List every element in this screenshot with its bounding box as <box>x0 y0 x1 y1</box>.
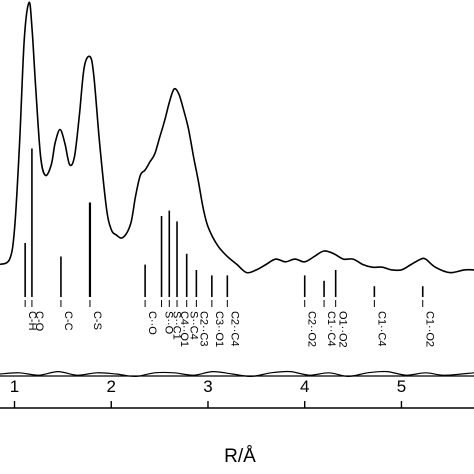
x-tick-label: 5 <box>397 377 406 396</box>
bond-marker-label: C1··O2 <box>424 311 436 347</box>
bond-marker-label: C2··C4 <box>228 311 240 346</box>
residual-curve <box>0 370 474 378</box>
x-axis: 1 2 3 4 5 <box>0 377 474 409</box>
bond-marker-label: O1··O2 <box>337 311 349 348</box>
bond-marker-label: C2··C3 <box>197 311 209 346</box>
bond-marker-label: C1··C4 <box>325 311 337 346</box>
bond-marker-label: C-S <box>91 311 103 330</box>
bond-marker-label: C-H <box>26 311 38 331</box>
bond-marker-label: C-O <box>33 311 45 332</box>
x-tick-label: 2 <box>107 377 116 396</box>
bond-marker-label: S··C4 <box>188 311 200 340</box>
bond-marker-layer: C-HC-O C-C C-S C··O S··OS··C1C4··O1S··C4C2··… <box>24 148 436 348</box>
x-tick-label: 3 <box>203 377 212 396</box>
rdf-curve <box>0 1 474 274</box>
bond-marker-label: C··O <box>146 311 158 335</box>
bond-marker-label: C1··C4 <box>375 311 387 346</box>
bond-marker-label: C-C <box>62 311 74 331</box>
bond-marker-label: S··O <box>163 311 175 335</box>
bond-marker-label: S··C1 <box>170 311 182 340</box>
x-tick-label: 4 <box>300 377 309 396</box>
bond-marker-label: C3··O1 <box>213 311 225 347</box>
x-tick-label: 1 <box>10 377 19 396</box>
bond-marker-label: C2··O2 <box>306 311 318 347</box>
x-axis-label: R/Å <box>224 446 256 467</box>
bond-marker-label: C4··O1 <box>178 311 190 347</box>
curve-layer <box>0 1 474 378</box>
